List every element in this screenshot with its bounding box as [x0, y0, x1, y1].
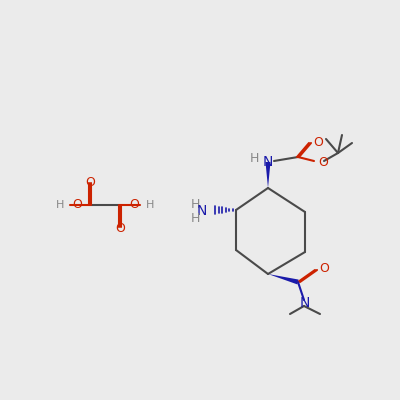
- Text: H: H: [249, 152, 259, 166]
- Text: N: N: [197, 204, 207, 218]
- Text: O: O: [313, 136, 323, 150]
- Text: O: O: [72, 198, 82, 212]
- Text: H: H: [56, 200, 64, 210]
- Text: N: N: [263, 155, 273, 169]
- Text: O: O: [319, 262, 329, 274]
- Text: O: O: [318, 156, 328, 168]
- Text: H: H: [191, 198, 200, 212]
- Text: H: H: [191, 212, 200, 224]
- Text: O: O: [115, 222, 125, 234]
- Polygon shape: [268, 274, 299, 284]
- Text: H: H: [146, 200, 154, 210]
- Text: N: N: [300, 296, 310, 310]
- Text: O: O: [129, 198, 139, 212]
- Polygon shape: [266, 162, 270, 188]
- Text: O: O: [85, 176, 95, 188]
